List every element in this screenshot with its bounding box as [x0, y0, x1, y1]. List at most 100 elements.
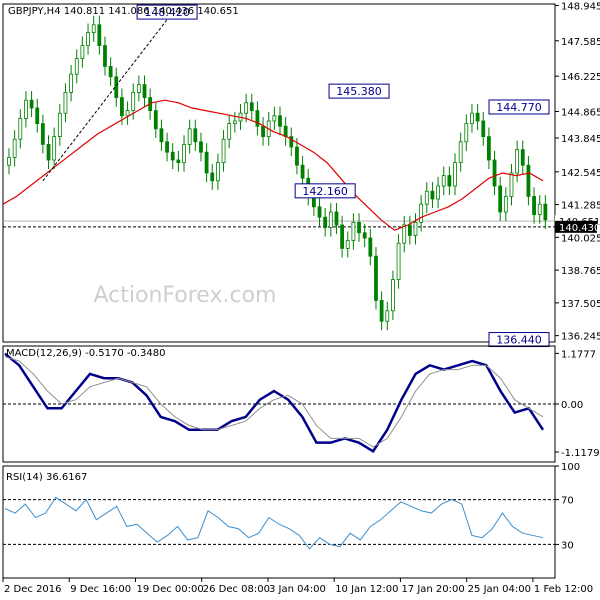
time-tick-label: 25 Jan 04:00 [468, 584, 531, 595]
candle-body [52, 136, 57, 161]
price-callout-label: 145.380 [336, 85, 382, 98]
candle-body [7, 156, 11, 166]
macd-line [4, 352, 545, 453]
price-callout-label: 142.160 [302, 185, 348, 198]
candle-body [159, 128, 164, 143]
candle-body [453, 162, 457, 187]
candle-body [283, 125, 288, 137]
candle-body [357, 221, 361, 234]
candle-body [396, 242, 401, 280]
candle-body [170, 151, 175, 161]
price-tick-label: 141.285 [561, 201, 600, 212]
candle-body [131, 92, 136, 112]
candle-body [12, 138, 17, 158]
macd-tick-label: 0.00 [561, 400, 583, 411]
price-tick-label: 144.865 [561, 108, 600, 119]
time-tick-label: 17 Jan 20:00 [401, 584, 464, 595]
time-tick-label: 2 Dec 2016 [4, 584, 62, 595]
candle-body [255, 110, 260, 127]
candle-body [86, 32, 90, 46]
rsi-title: RSI(14) 36.6167 [6, 472, 87, 483]
price-tick-label: 146.225 [561, 72, 600, 83]
price-tick-label: 138.765 [561, 266, 600, 277]
candle-body [142, 84, 147, 98]
candle-body [295, 146, 299, 166]
candle-body [29, 99, 34, 109]
candle-body [447, 175, 452, 187]
candle-body [537, 203, 542, 215]
price-callout-label: 136.440 [496, 334, 542, 347]
rsi-panel: 100 70 30 [2, 462, 580, 579]
candle-body [374, 255, 378, 301]
watermark: ActionForex.com [94, 283, 277, 308]
candle-body [413, 221, 418, 236]
candle-body [97, 24, 102, 46]
candle-body [40, 123, 45, 145]
trend-line [42, 19, 168, 182]
candle-body [391, 279, 395, 312]
candle-body [232, 120, 237, 124]
time-tick-label: 10 Jan 12:00 [335, 584, 398, 595]
candle-body [323, 216, 328, 228]
candle-body [492, 159, 497, 187]
candle-body [120, 97, 124, 117]
candle-body [526, 164, 531, 197]
candle-body [334, 211, 339, 226]
candle-body [486, 136, 491, 161]
rsi-tick-label: 100 [561, 462, 580, 473]
candle-body [199, 141, 203, 153]
candle-body [108, 66, 113, 78]
signal-line [4, 356, 544, 448]
moving-average-line [2, 99, 544, 231]
candle-body [74, 58, 79, 75]
candle-body [419, 203, 424, 223]
price-callout-box [136, 4, 198, 20]
candle-body [430, 190, 435, 200]
candle-body [470, 112, 474, 124]
rsi-tick-label: 70 [561, 496, 574, 507]
price-panel-frame [2, 3, 556, 343]
candle-body [520, 149, 525, 166]
candle-body [424, 190, 429, 205]
candle-body [249, 102, 254, 112]
price-callout-label: 144.770 [496, 101, 542, 114]
candle-body [63, 92, 68, 114]
price-callout-box [488, 332, 550, 348]
candle-body [125, 110, 130, 117]
candle-body [193, 128, 198, 143]
candle-body [176, 159, 181, 163]
rsi-line [4, 496, 544, 550]
candle-body [458, 141, 463, 164]
candle-body [340, 224, 345, 249]
candle-body [436, 185, 440, 200]
candle-body [244, 102, 249, 114]
candle-body [46, 143, 51, 161]
candle-body [103, 45, 107, 67]
candle-body [221, 138, 226, 163]
price-tick-label: 142.545 [561, 168, 600, 179]
candle-body [441, 175, 446, 187]
macd-tick-label: 1.1777 [561, 349, 596, 360]
candle-body [515, 149, 520, 174]
price-tick-label: 143.845 [561, 134, 600, 145]
candle-body [543, 203, 548, 221]
price-marker-label: 140.430 [559, 223, 600, 234]
candle-body [80, 45, 85, 59]
price-callout-label: 148.420 [144, 6, 190, 19]
price-tick-label: 140.025 [561, 233, 600, 244]
time-tick-label: 3 Jan 04:00 [269, 584, 326, 595]
price-panel: 148.945 147.585 146.225 144.865 143.845 142.5… [2, 1, 600, 348]
price-callout-box [328, 83, 390, 99]
candle-body [165, 141, 169, 153]
candle-body [351, 221, 356, 241]
price-tick-label: 137.505 [561, 299, 600, 310]
candle-body [498, 185, 503, 213]
candle-body [114, 76, 119, 99]
rsi-panel-frame [2, 465, 556, 579]
price-callout-box [488, 99, 550, 115]
time-tick-label: 26 Dec 08:00 [203, 584, 270, 595]
symbol-header: GBPJPY,H4 140.811 141.086 140.436 140.65… [8, 6, 239, 17]
